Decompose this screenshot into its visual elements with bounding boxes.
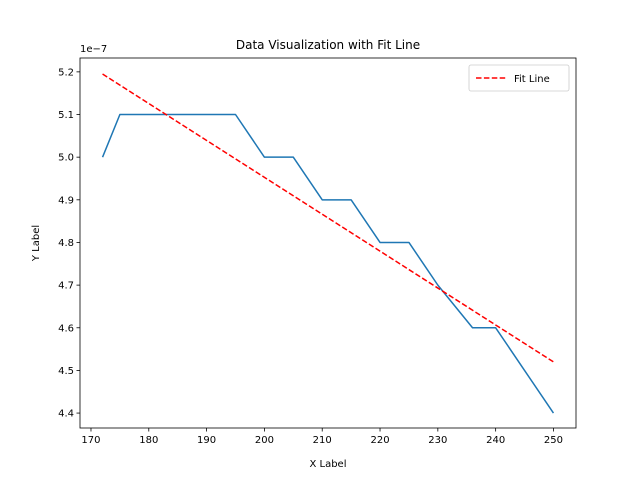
axes-frame bbox=[79, 57, 577, 429]
x-tick-label: 200 bbox=[255, 435, 274, 446]
x-axis-label: X Label bbox=[309, 459, 346, 470]
y-tick-label: 4.6 bbox=[58, 323, 74, 334]
y-tick-label: 4.4 bbox=[58, 409, 74, 420]
y-tick-label: 5.1 bbox=[58, 110, 74, 121]
x-tick-label: 210 bbox=[313, 435, 332, 446]
chart-title: Data Visualization with Fit Line bbox=[236, 38, 420, 52]
x-tick-label: 180 bbox=[139, 435, 158, 446]
x-tick-label: 220 bbox=[370, 435, 389, 446]
series-line-data bbox=[101, 113, 555, 414]
legend-box bbox=[468, 64, 570, 92]
x-tick-label: 170 bbox=[81, 435, 100, 446]
y-tick-label: 5.0 bbox=[58, 153, 74, 164]
y-tick-label: 4.8 bbox=[58, 238, 74, 249]
legend-label-fit-line: Fit Line bbox=[514, 74, 550, 85]
x-tick-label: 250 bbox=[544, 435, 563, 446]
series-layer bbox=[101, 73, 555, 414]
y-tick-label: 5.2 bbox=[58, 67, 74, 78]
y-axis-offset-text: 1e−7 bbox=[80, 44, 107, 55]
x-tick-label: 240 bbox=[486, 435, 505, 446]
series-line-fit-line bbox=[102, 73, 554, 363]
x-tick-label: 230 bbox=[428, 435, 447, 446]
x-axis-ticks: 170 180 190 200 210 220 230 240 250 bbox=[81, 428, 563, 446]
x-tick-label: 190 bbox=[197, 435, 216, 446]
legend: Fit Line bbox=[468, 64, 570, 92]
y-axis-label: Y Label bbox=[31, 225, 42, 262]
y-tick-label: 4.9 bbox=[58, 195, 74, 206]
y-tick-label: 4.7 bbox=[58, 281, 74, 292]
y-axis-ticks: 4.4 4.5 4.6 4.7 4.8 4.9 5.0 5.1 5.2 bbox=[58, 67, 80, 420]
y-tick-label: 4.5 bbox=[58, 366, 74, 377]
